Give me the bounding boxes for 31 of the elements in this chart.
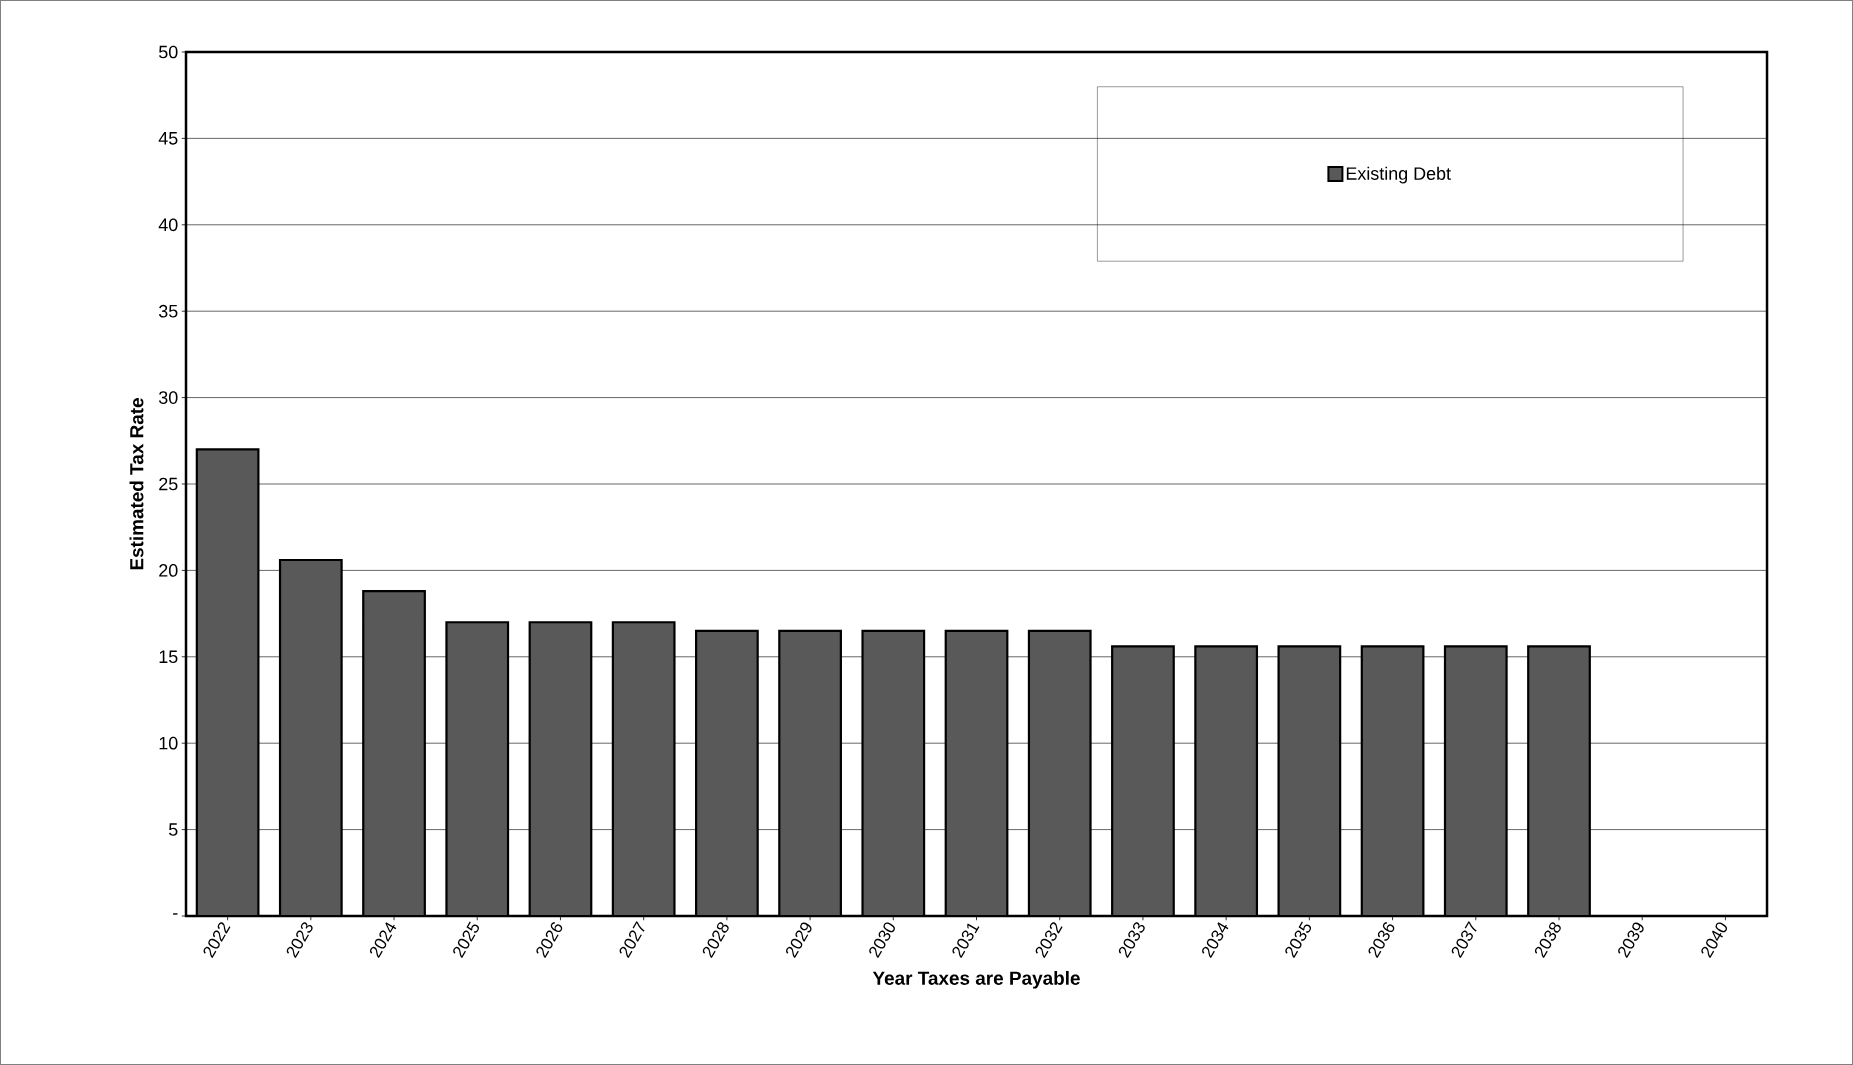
bar [696, 630, 758, 916]
y-tick-label: 5 [168, 823, 178, 836]
bar [779, 630, 841, 916]
bar [1445, 646, 1507, 916]
bar [196, 449, 259, 916]
y-tick-label: 15 [159, 650, 178, 664]
bar [280, 560, 342, 916]
y-tick-label: 35 [158, 304, 178, 318]
legend-label: Existing Debt [1346, 166, 1451, 184]
bar [1028, 630, 1091, 916]
bar [612, 622, 675, 916]
bar [529, 622, 592, 916]
y-tick-label: 25 [159, 477, 178, 491]
y-tick-label: - [173, 913, 178, 915]
y-tick-label: 40 [158, 218, 178, 232]
y-tick-label: 20 [159, 564, 178, 577]
bar [446, 622, 509, 916]
y-tick-label: 30 [158, 391, 178, 404]
bar [945, 630, 1008, 916]
bar [862, 630, 925, 916]
bar [1528, 646, 1590, 916]
y-tick-label: 50 [159, 45, 178, 59]
x-axis-title: Year Taxes are Payable [872, 970, 1080, 989]
bar [1195, 646, 1257, 916]
y-tick-label: 10 [159, 736, 178, 750]
y-tick-label: 45 [158, 132, 178, 145]
bar [1278, 646, 1341, 916]
bar [1361, 646, 1424, 916]
bar [363, 591, 425, 916]
bar [1112, 646, 1174, 916]
y-axis-title: Estimated Tax Rate [129, 398, 144, 570]
